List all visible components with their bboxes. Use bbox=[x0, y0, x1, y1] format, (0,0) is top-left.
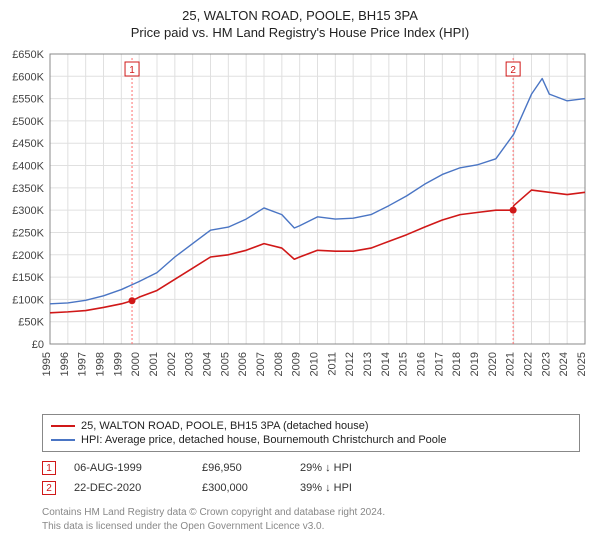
title-subtitle: Price paid vs. HM Land Registry's House … bbox=[0, 25, 600, 40]
svg-text:2017: 2017 bbox=[433, 352, 445, 376]
sale-date: 22-DEC-2020 bbox=[74, 482, 184, 494]
footer-attribution: Contains HM Land Registry data © Crown c… bbox=[42, 506, 580, 533]
svg-text:£300K: £300K bbox=[12, 205, 44, 217]
svg-text:2024: 2024 bbox=[558, 352, 570, 376]
sale-marker: 1 bbox=[42, 461, 56, 475]
svg-text:2019: 2019 bbox=[469, 352, 481, 376]
chart-area: £0 £50K £100K £150K £200K £250K £300K £350K £400… bbox=[0, 44, 600, 404]
svg-text:£400K: £400K bbox=[12, 161, 44, 173]
svg-text:£200K: £200K bbox=[12, 250, 44, 262]
svg-text:£100K: £100K bbox=[12, 294, 44, 306]
chart-titles: 25, WALTON ROAD, POOLE, BH15 3PA Price p… bbox=[0, 0, 600, 44]
svg-text:1996: 1996 bbox=[59, 352, 71, 376]
svg-text:£500K: £500K bbox=[12, 116, 44, 128]
legend-swatch bbox=[51, 439, 75, 441]
footer-line-1: Contains HM Land Registry data © Crown c… bbox=[42, 506, 580, 520]
sales-table: 1 06-AUG-1999 £96,950 29% ↓ HPI 2 22-DEC-2020… bbox=[42, 458, 580, 498]
svg-text:£450K: £450K bbox=[12, 138, 44, 150]
sale-date: 06-AUG-1999 bbox=[74, 462, 184, 474]
svg-text:£50K: £50K bbox=[18, 317, 44, 329]
svg-text:2000: 2000 bbox=[130, 352, 142, 376]
svg-text:£550K: £550K bbox=[12, 94, 44, 106]
svg-text:2004: 2004 bbox=[202, 352, 214, 376]
price-chart: £0 £50K £100K £150K £200K £250K £300K £350K £400… bbox=[0, 44, 600, 404]
svg-text:2025: 2025 bbox=[576, 352, 588, 376]
svg-text:£350K: £350K bbox=[12, 183, 44, 195]
sale-price: £96,950 bbox=[202, 462, 282, 474]
svg-text:2014: 2014 bbox=[380, 352, 392, 376]
svg-text:2: 2 bbox=[510, 65, 516, 76]
svg-text:2012: 2012 bbox=[344, 352, 356, 376]
sale-row: 1 06-AUG-1999 £96,950 29% ↓ HPI bbox=[42, 458, 580, 478]
sale-diff: 39% ↓ HPI bbox=[300, 482, 390, 494]
legend-row: 25, WALTON ROAD, POOLE, BH15 3PA (detach… bbox=[51, 419, 571, 433]
svg-text:2006: 2006 bbox=[237, 352, 249, 376]
svg-text:2023: 2023 bbox=[540, 352, 552, 376]
svg-text:1995: 1995 bbox=[41, 352, 53, 376]
legend: 25, WALTON ROAD, POOLE, BH15 3PA (detach… bbox=[42, 414, 580, 452]
legend-label: HPI: Average price, detached house, Bour… bbox=[81, 434, 446, 446]
svg-text:2010: 2010 bbox=[309, 352, 321, 376]
svg-text:1: 1 bbox=[129, 65, 135, 76]
legend-label: 25, WALTON ROAD, POOLE, BH15 3PA (detach… bbox=[81, 420, 369, 432]
title-address: 25, WALTON ROAD, POOLE, BH15 3PA bbox=[0, 8, 600, 23]
svg-text:2002: 2002 bbox=[166, 352, 178, 376]
svg-text:1999: 1999 bbox=[112, 352, 124, 376]
svg-text:2020: 2020 bbox=[487, 352, 499, 376]
svg-text:£600K: £600K bbox=[12, 71, 44, 83]
sale-price: £300,000 bbox=[202, 482, 282, 494]
svg-text:£150K: £150K bbox=[12, 272, 44, 284]
svg-text:2022: 2022 bbox=[523, 352, 535, 376]
svg-text:2015: 2015 bbox=[398, 352, 410, 376]
svg-text:£250K: £250K bbox=[12, 227, 44, 239]
svg-text:£0: £0 bbox=[32, 339, 44, 351]
svg-text:2005: 2005 bbox=[219, 352, 231, 376]
svg-text:2021: 2021 bbox=[505, 352, 517, 376]
legend-row: HPI: Average price, detached house, Bour… bbox=[51, 433, 571, 447]
svg-text:2013: 2013 bbox=[362, 352, 374, 376]
svg-text:2016: 2016 bbox=[416, 352, 428, 376]
sale-row: 2 22-DEC-2020 £300,000 39% ↓ HPI bbox=[42, 478, 580, 498]
footer-line-2: This data is licensed under the Open Gov… bbox=[42, 520, 580, 534]
sale-diff: 29% ↓ HPI bbox=[300, 462, 390, 474]
svg-text:1998: 1998 bbox=[95, 352, 107, 376]
svg-text:2001: 2001 bbox=[148, 352, 160, 376]
svg-text:2008: 2008 bbox=[273, 352, 285, 376]
sale-marker: 2 bbox=[42, 481, 56, 495]
svg-text:2009: 2009 bbox=[291, 352, 303, 376]
svg-text:2007: 2007 bbox=[255, 352, 267, 376]
svg-text:2003: 2003 bbox=[184, 352, 196, 376]
legend-swatch bbox=[51, 425, 75, 427]
svg-text:2011: 2011 bbox=[326, 352, 338, 376]
svg-text:1997: 1997 bbox=[77, 352, 89, 376]
svg-text:2018: 2018 bbox=[451, 352, 463, 376]
svg-text:£650K: £650K bbox=[12, 49, 44, 61]
